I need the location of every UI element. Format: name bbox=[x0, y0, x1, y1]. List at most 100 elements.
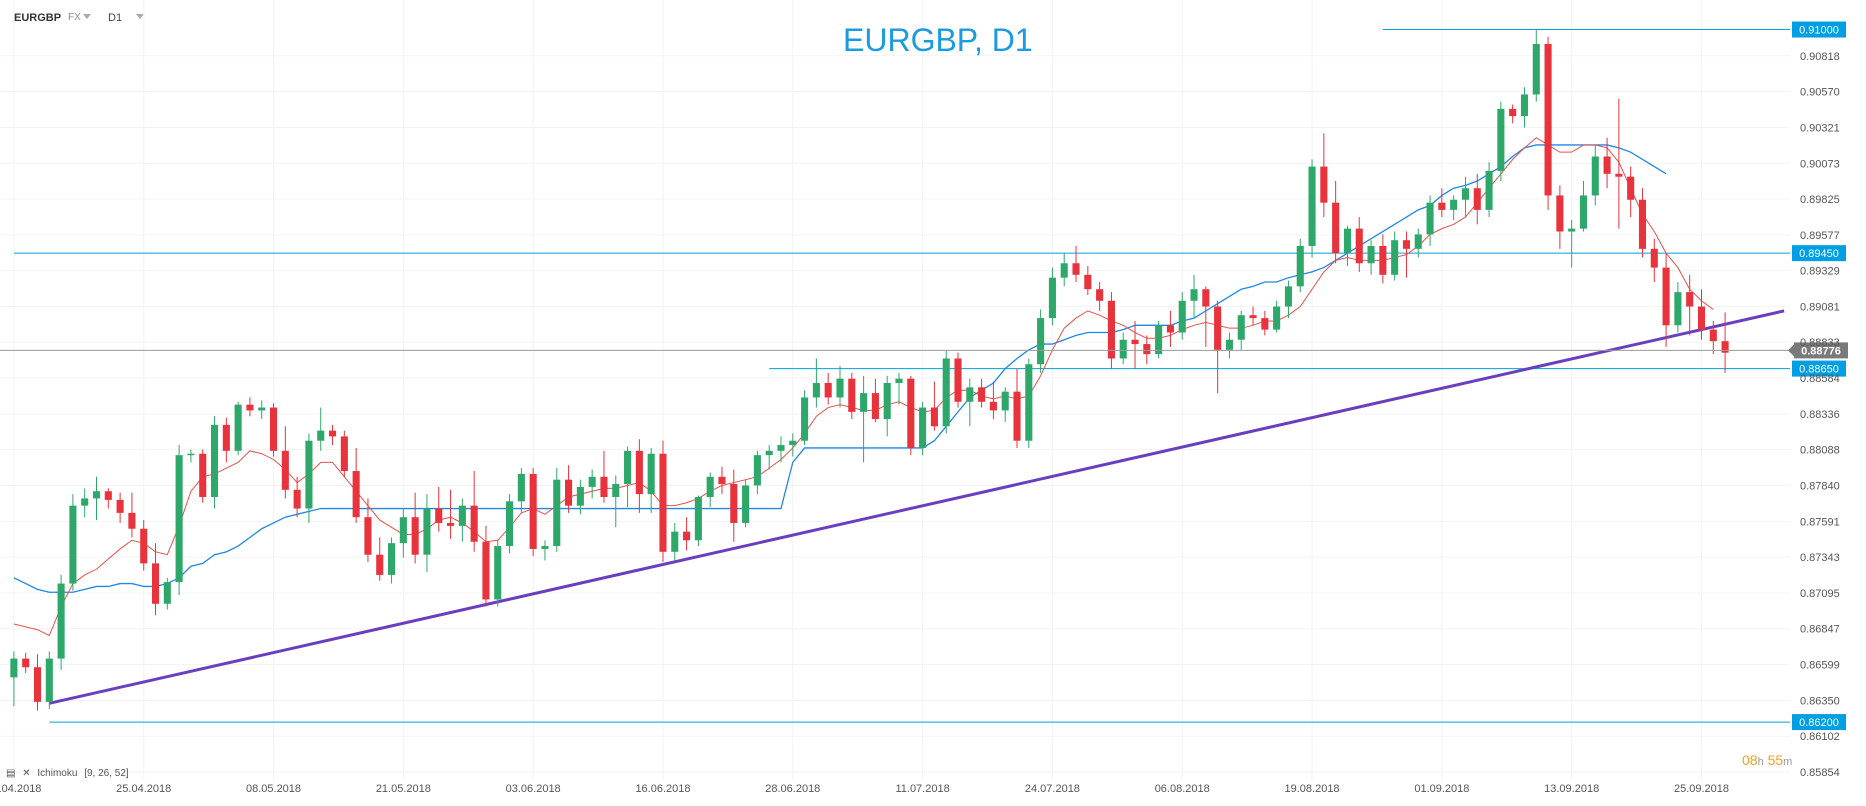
candle-body bbox=[151, 563, 160, 604]
candle-body bbox=[871, 393, 879, 420]
candle-body bbox=[753, 455, 761, 486]
x-tick-label: 13.09.2018 bbox=[1544, 783, 1599, 795]
x-tick-label: 25.04.2018 bbox=[116, 783, 171, 795]
candle-body bbox=[612, 484, 620, 497]
candle-body bbox=[836, 378, 844, 398]
y-tick-label: 0.86847 bbox=[1800, 624, 1840, 636]
candle-body bbox=[742, 485, 750, 523]
candle-body bbox=[1296, 245, 1304, 287]
candle-body bbox=[789, 440, 797, 446]
x-tick-label: 21.05.2018 bbox=[376, 783, 431, 795]
candle-body bbox=[635, 450, 643, 495]
candle-body bbox=[1391, 240, 1399, 275]
candle-body bbox=[482, 541, 490, 600]
y-tick-label: 0.86102 bbox=[1800, 731, 1840, 743]
candle-body bbox=[69, 505, 77, 584]
candle-body bbox=[777, 445, 785, 451]
y-tick-label: 0.86350 bbox=[1800, 695, 1840, 707]
x-tick-label: 28.06.2018 bbox=[765, 783, 820, 795]
x-tick-label: 25.09.2018 bbox=[1674, 783, 1729, 795]
candle-body bbox=[1485, 170, 1493, 210]
candle-body bbox=[1697, 306, 1706, 330]
kijun-sen-line bbox=[13, 144, 1667, 593]
y-tick-label: 0.87591 bbox=[1800, 516, 1840, 528]
candle-body bbox=[104, 491, 112, 500]
candle-body bbox=[1025, 364, 1033, 441]
x-tick-label: 16.06.2018 bbox=[635, 783, 690, 795]
candle-body bbox=[1638, 199, 1647, 249]
y-tick-label: 0.90570 bbox=[1800, 87, 1840, 99]
candle-body bbox=[978, 387, 986, 402]
candle-body bbox=[824, 383, 832, 398]
candle-body bbox=[222, 424, 230, 451]
chevron-down-icon[interactable] bbox=[83, 14, 91, 19]
candle-body bbox=[1237, 315, 1245, 340]
candle-body bbox=[435, 508, 443, 523]
candle-body bbox=[1402, 240, 1410, 249]
x-tick-label: 19.08.2018 bbox=[1285, 783, 1340, 795]
candle-body bbox=[517, 473, 525, 502]
candle-body bbox=[258, 407, 266, 411]
y-tick-label: 0.89081 bbox=[1800, 301, 1840, 313]
y-tick-label: 0.88584 bbox=[1800, 373, 1840, 385]
candle-body bbox=[1214, 306, 1222, 350]
current-price-label-box bbox=[1794, 342, 1848, 359]
y-tick-label: 0.87095 bbox=[1800, 588, 1840, 600]
candle-body bbox=[1249, 315, 1257, 319]
y-tick-label: 0.89825 bbox=[1800, 194, 1840, 206]
candle-body bbox=[600, 476, 608, 497]
candle-body bbox=[340, 436, 348, 472]
indicator-params: [9, 26, 52] bbox=[84, 768, 129, 779]
chart-toolbar: EURGBP FX D1 bbox=[0, 0, 600, 36]
candle-body bbox=[45, 658, 53, 702]
y-tick-label: 0.90321 bbox=[1800, 122, 1840, 134]
close-icon[interactable]: ✕ bbox=[22, 768, 31, 779]
candle-body bbox=[199, 453, 207, 497]
candle-body bbox=[1709, 329, 1717, 342]
candle-body bbox=[1497, 108, 1505, 171]
candle-body bbox=[210, 424, 219, 497]
y-tick-label: 0.90818 bbox=[1800, 51, 1840, 63]
candle-body bbox=[1202, 289, 1210, 307]
candle-body bbox=[1579, 195, 1588, 229]
candle-body bbox=[175, 455, 183, 583]
candle-body bbox=[706, 476, 714, 497]
candle-body bbox=[1001, 391, 1009, 411]
candle-body bbox=[1155, 325, 1163, 355]
trendline[interactable] bbox=[48, 309, 1785, 705]
x-tick-label: 24.07.2018 bbox=[1025, 783, 1080, 795]
candle-body bbox=[553, 479, 561, 547]
chevron-down-icon[interactable] bbox=[136, 14, 144, 19]
y-tick-label: 0.88833 bbox=[1800, 337, 1840, 349]
candle-body bbox=[1509, 108, 1517, 117]
candle-body bbox=[1178, 300, 1186, 333]
countdown-minutes-unit: m bbox=[1783, 756, 1793, 768]
candle-body bbox=[305, 440, 313, 509]
candle-body bbox=[140, 528, 148, 564]
candle-body bbox=[624, 450, 632, 485]
candle-body bbox=[1355, 228, 1363, 264]
candle-body bbox=[423, 508, 431, 555]
candle-body bbox=[1461, 188, 1470, 200]
price-level-label-box bbox=[1792, 714, 1846, 731]
candle-body bbox=[1107, 300, 1115, 359]
list-icon[interactable]: ▤ bbox=[6, 768, 16, 779]
y-tick-label: 0.88336 bbox=[1800, 409, 1840, 421]
candle-body bbox=[565, 479, 573, 506]
candle-body bbox=[1379, 245, 1387, 275]
candle-body bbox=[907, 378, 915, 448]
candle-body bbox=[730, 484, 738, 523]
candle-body bbox=[1532, 43, 1540, 95]
candle-body bbox=[293, 489, 301, 509]
candle-body bbox=[930, 407, 938, 427]
symbol-selector[interactable]: EURGBP bbox=[14, 12, 62, 24]
candle-body bbox=[671, 531, 679, 552]
candle-body bbox=[1568, 228, 1576, 232]
indicator-legend[interactable]: ▤ ✕ Ichimoku [9, 26, 52] bbox=[6, 768, 133, 779]
timeframe-selector[interactable]: D1 bbox=[108, 12, 123, 24]
candle-body bbox=[470, 505, 478, 542]
candle-body bbox=[447, 522, 455, 526]
countdown-minutes: 55 bbox=[1767, 752, 1784, 768]
candle-body bbox=[1520, 94, 1529, 117]
